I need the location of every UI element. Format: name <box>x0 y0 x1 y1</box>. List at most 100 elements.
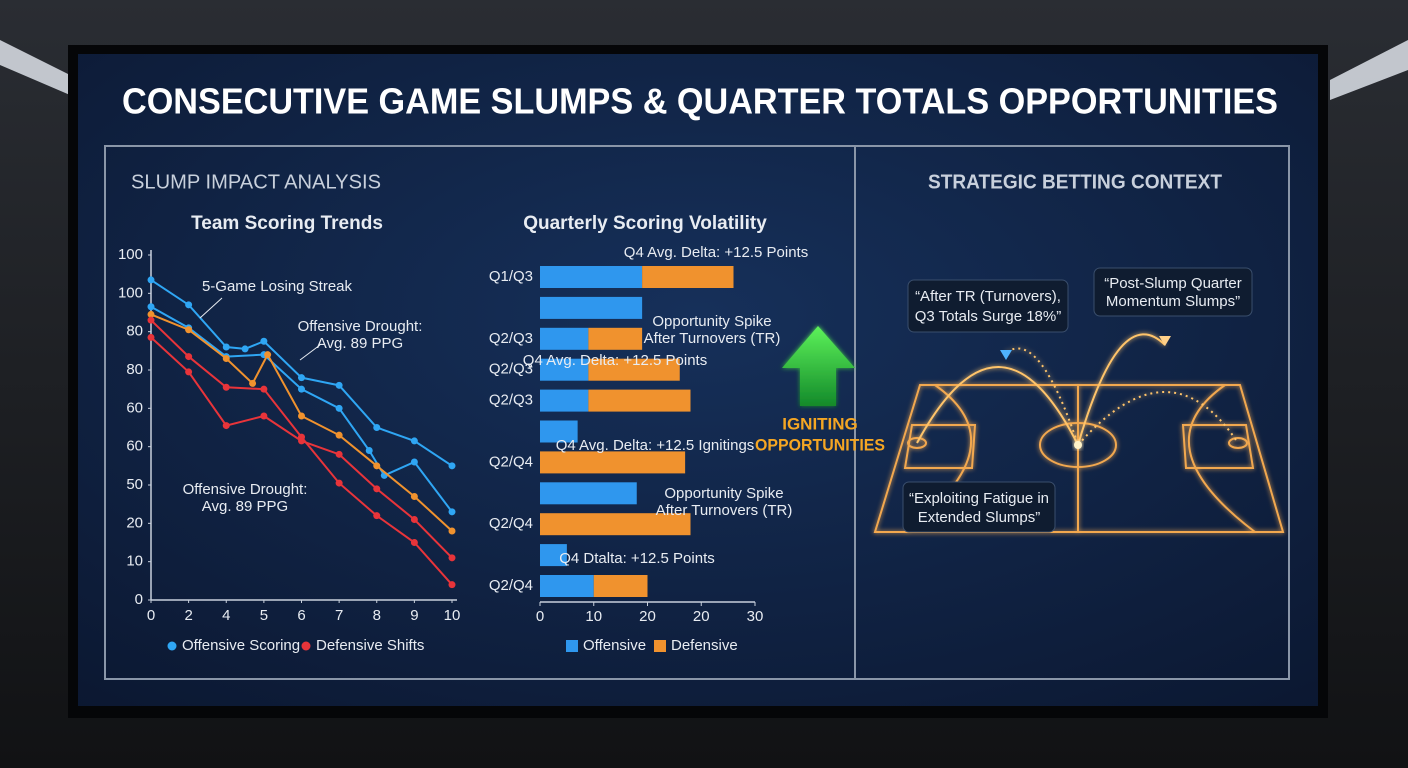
bar <box>540 482 637 505</box>
annotation: Q4 Avg. Delta: +12.5 Ignitings <box>556 437 755 454</box>
y-tick-label: 80 <box>126 323 143 340</box>
annotation: Offensive Drought: <box>298 318 423 335</box>
data-point <box>185 368 193 376</box>
bar <box>588 327 643 350</box>
legend-label: Defensive Shifts <box>316 637 424 654</box>
chart-title: Team Scoring Trends <box>191 213 383 234</box>
x-tick-label: 9 <box>410 607 418 624</box>
center-circle <box>1039 422 1117 468</box>
y-tick-label: Q2/Q3 <box>489 361 533 378</box>
data-point <box>410 437 418 445</box>
annotation: Q4 Avg. Delta: +12.5 Points <box>523 352 707 369</box>
data-point <box>222 383 230 391</box>
annotation: Q4 Dtalta: +12.5 Points <box>559 550 715 567</box>
x-tick-label: 4 <box>222 607 230 624</box>
callout-box <box>907 279 1069 333</box>
data-point <box>241 345 249 353</box>
data-point <box>147 316 155 324</box>
main-title: CONSECUTIVE GAME SLUMPS & QUARTER TOTALS… <box>122 81 1278 122</box>
bar <box>540 266 643 288</box>
center-label: OPPORTUNITIES <box>755 435 885 454</box>
x-tick-label: 10 <box>444 607 461 624</box>
data-point <box>222 343 230 351</box>
bar <box>540 296 643 319</box>
data-point <box>448 508 456 516</box>
x-tick-label: 2 <box>184 607 192 624</box>
bar <box>540 327 589 350</box>
y-tick-label: Q2/Q4 <box>489 577 533 594</box>
bar <box>540 451 686 474</box>
bar <box>540 358 589 381</box>
data-point <box>222 355 230 362</box>
x-tick-label: 20 <box>639 608 656 625</box>
callout-text: Momentum Slumps” <box>1106 293 1240 310</box>
callout-text: “After TR (Turnovers), <box>915 288 1061 305</box>
x-tick-label: 0 <box>147 607 155 624</box>
center-label: IGNITING <box>782 414 858 433</box>
y-tick-label: Q2/Q4 <box>489 515 533 532</box>
hoop <box>907 437 927 449</box>
x-tick-label: 8 <box>373 607 381 624</box>
x-tick-label: 30 <box>747 608 764 625</box>
shot-arc <box>1077 333 1166 446</box>
bar <box>540 575 594 597</box>
callout-box <box>902 481 1056 533</box>
legend-swatch <box>301 641 311 651</box>
data-point <box>373 512 381 520</box>
data-point <box>298 374 305 382</box>
bar <box>540 420 578 443</box>
legend-label: Offensive Scoring <box>182 637 300 654</box>
y-tick-label: 0 <box>135 591 143 608</box>
x-tick-label: 6 <box>297 607 305 624</box>
data-point <box>147 276 155 284</box>
data-line <box>150 279 453 467</box>
data-point <box>373 462 381 470</box>
shot-arc <box>1006 347 1079 446</box>
callout-text: “Exploiting Fatigue in <box>909 490 1049 507</box>
legend-swatch <box>654 640 666 652</box>
x-tick-label: 7 <box>335 607 343 624</box>
data-point <box>410 493 418 500</box>
callout-text: Q3 Totals Surge 18%” <box>915 308 1061 325</box>
data-point <box>373 485 381 493</box>
legend-label: Defensive <box>671 637 738 654</box>
data-point <box>448 554 456 562</box>
section-heading: SLUMP IMPACT ANALYSIS <box>131 171 381 193</box>
y-tick-label: 10 <box>126 553 143 570</box>
y-tick-label: Q1/Q3 <box>489 268 533 285</box>
annotation: Avg. 89 PPG <box>202 498 288 515</box>
bar <box>540 513 691 536</box>
data-point <box>185 326 193 334</box>
y-tick-label: 60 <box>126 438 143 455</box>
annotation: After Turnovers (TR) <box>644 330 781 347</box>
hoop <box>1228 437 1248 449</box>
annotation: Opportunity Spike <box>664 485 783 502</box>
ceiling-light <box>0 40 70 95</box>
y-tick-label: 20 <box>126 514 143 531</box>
annotation: After Turnovers (TR) <box>656 502 793 519</box>
annotation: Opportunity Spike <box>652 313 771 330</box>
data-point <box>147 303 155 311</box>
annotation: Avg. 89 PPG <box>317 335 403 352</box>
data-point <box>410 516 418 523</box>
data-point <box>222 422 230 430</box>
up-arrow <box>782 326 855 406</box>
annotation: Q4 Avg. Delta: +12.5 Points <box>624 244 808 261</box>
data-point <box>147 310 155 318</box>
key-area <box>903 424 977 469</box>
callout-text: Extended Slumps” <box>918 509 1041 526</box>
context-heading: STRATEGIC BETTING CONTEXT <box>928 171 1222 193</box>
court-outline <box>873 384 1285 533</box>
data-point <box>185 301 193 309</box>
shot-arc <box>916 366 1079 446</box>
three-point-arc <box>1188 384 1256 533</box>
bar <box>593 575 648 597</box>
y-tick-label: 80 <box>126 361 143 378</box>
data-point <box>335 431 343 439</box>
y-tick-label: Q2/Q4 <box>489 453 533 470</box>
data-line <box>150 313 453 532</box>
bar <box>540 389 589 412</box>
ceiling-light <box>1330 40 1408 100</box>
data-point <box>448 527 456 535</box>
bar <box>642 266 734 288</box>
